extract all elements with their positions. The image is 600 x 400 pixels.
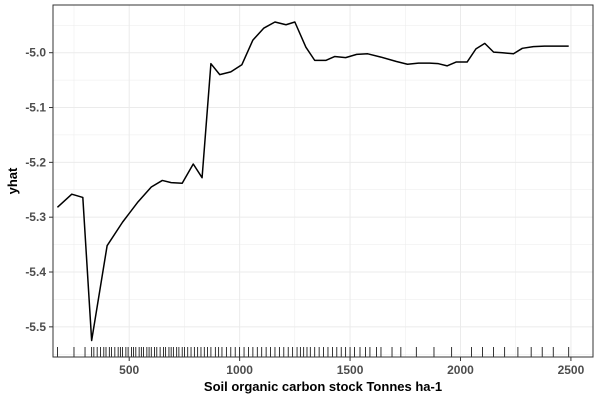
y-axis-title: yhat: [5, 167, 20, 194]
x-axis: 500 1000 1500 2000 2500: [119, 357, 585, 377]
y-tick-label: -5.3: [25, 210, 46, 224]
x-tick-label: 2000: [447, 363, 474, 377]
y-tick-label: -5.1: [25, 101, 46, 115]
y-tick-label: -5.5: [25, 320, 46, 334]
panel-border: [52, 4, 594, 358]
series-line: [56, 21, 569, 342]
rug-marks: [57, 347, 570, 357]
y-tick-label: -5.4: [25, 265, 46, 279]
x-tick-label: 1000: [226, 363, 253, 377]
x-tick-label: 500: [119, 363, 139, 377]
x-tick-label: 1500: [337, 363, 364, 377]
x-axis-title: Soil organic carbon stock Tonnes ha-1: [204, 379, 442, 394]
y-tick-label: -5.0: [25, 46, 46, 60]
y-axis: -5.5 -5.4 -5.3 -5.2 -5.1 -5.0: [25, 46, 53, 334]
y-tick-label: -5.2: [25, 155, 46, 169]
x-tick-label: 2500: [558, 363, 585, 377]
